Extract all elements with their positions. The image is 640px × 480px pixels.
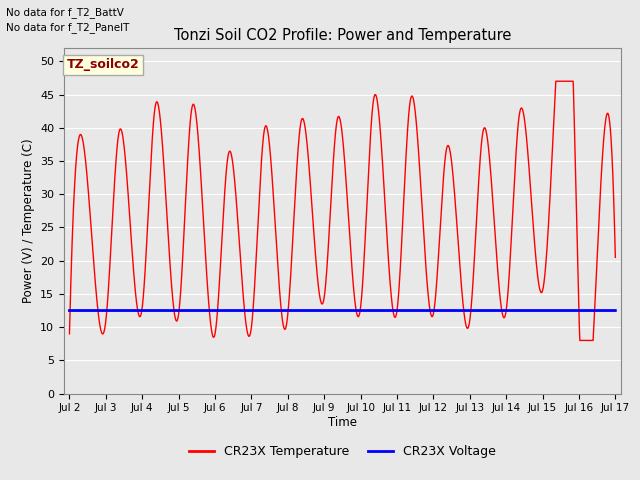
Legend: CR23X Temperature, CR23X Voltage: CR23X Temperature, CR23X Voltage (184, 440, 501, 463)
Text: No data for f_T2_BattV: No data for f_T2_BattV (6, 7, 124, 18)
Text: TZ_soilco2: TZ_soilco2 (67, 59, 140, 72)
Title: Tonzi Soil CO2 Profile: Power and Temperature: Tonzi Soil CO2 Profile: Power and Temper… (173, 28, 511, 43)
X-axis label: Time: Time (328, 416, 357, 429)
Y-axis label: Power (V) / Temperature (C): Power (V) / Temperature (C) (22, 139, 35, 303)
Text: No data for f_T2_PanelT: No data for f_T2_PanelT (6, 22, 130, 33)
